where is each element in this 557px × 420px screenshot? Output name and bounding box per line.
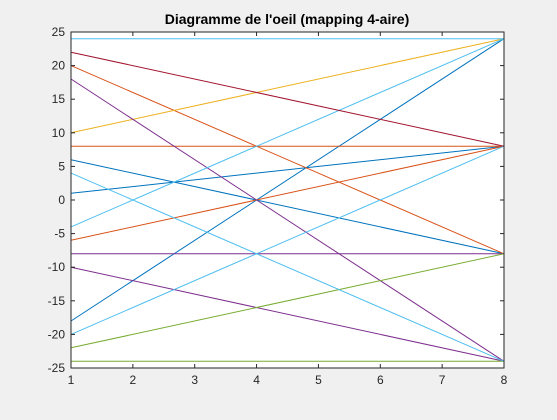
series-line-17 [70,51,505,147]
series-line-15 [70,145,505,335]
series-line-2 [70,145,505,194]
series-line-11 [70,253,505,349]
series-line-7 [70,38,505,134]
chart-title: Diagramme de l'oeil (mapping 4-aire) [165,11,410,27]
y-tick-label: 15 [52,92,66,106]
y-tick-label: 5 [58,159,65,173]
series-line-4 [70,65,505,255]
series-line-10 [70,266,505,362]
x-tick-label: 5 [315,373,322,387]
series-line-16 [70,172,505,362]
y-tick-label: -10 [48,260,66,274]
axes-layer: 1 2 3 4 5 6 7 8 25 20 15 10 5 0 -5 -10 -15 -20 -25 [48,25,508,387]
x-tick-label: 1 [68,373,75,387]
plot-area [71,32,504,368]
x-tick-label: 8 [501,373,508,387]
x-tick-label: 4 [253,373,260,387]
x-tick-label: 3 [191,373,198,387]
y-tick-label: 10 [52,126,66,140]
series-line-3 [70,159,505,255]
series-line-6 [70,145,505,241]
y-tick-label: -20 [48,327,66,341]
x-tick-label: 2 [130,373,137,387]
y-tick-label: 25 [52,25,66,39]
y-tick-label: 0 [58,193,65,207]
series-line-8 [70,78,505,362]
series-layer [70,38,505,362]
y-tick-label: -15 [48,294,66,308]
x-tick-label: 7 [439,373,446,387]
y-tick-label: -5 [54,227,65,241]
y-tick-label: -25 [48,361,66,375]
x-tick-label: 6 [377,373,384,387]
series-line-1 [70,38,505,322]
series-line-14 [70,38,505,228]
y-tick-label: 20 [52,59,66,73]
